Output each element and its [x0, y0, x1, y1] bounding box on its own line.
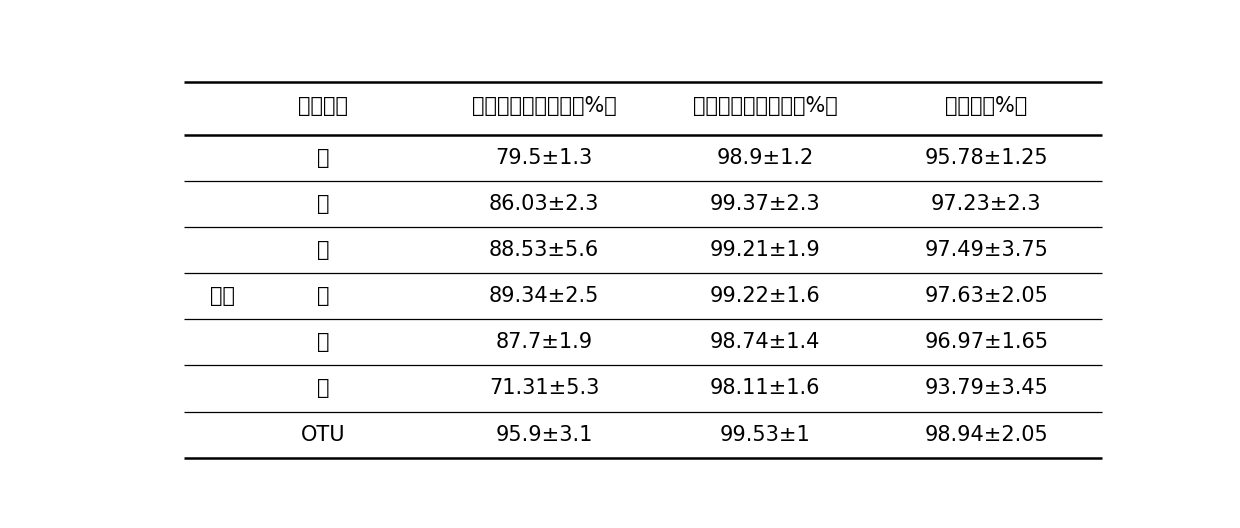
Text: 96.97±1.65: 96.97±1.65 [924, 332, 1048, 352]
Text: 科: 科 [317, 286, 330, 306]
Text: 门: 门 [317, 148, 330, 167]
Text: 95.78±1.25: 95.78±1.25 [925, 148, 1048, 167]
Text: 99.53±1: 99.53±1 [720, 425, 811, 445]
Text: 98.9±1.2: 98.9±1.2 [717, 148, 813, 167]
Text: 97.23±2.3: 97.23±2.3 [931, 194, 1042, 214]
Text: 99.37±2.3: 99.37±2.3 [711, 194, 821, 214]
Text: 98.74±1.4: 98.74±1.4 [711, 332, 821, 352]
Text: 87.7±1.9: 87.7±1.9 [496, 332, 593, 352]
Text: 纲: 纲 [317, 194, 330, 214]
Text: 79.5±1.3: 79.5±1.3 [496, 148, 593, 167]
Text: 71.31±5.3: 71.31±5.3 [489, 379, 599, 399]
Text: 目: 目 [317, 240, 330, 260]
Text: 97.63±2.05: 97.63±2.05 [924, 286, 1048, 306]
Text: 98.94±2.05: 98.94±2.05 [924, 425, 1048, 445]
Text: 种: 种 [317, 379, 330, 399]
Text: 89.34±2.5: 89.34±2.5 [489, 286, 599, 306]
Text: 93.79±3.45: 93.79±3.45 [924, 379, 1048, 399]
Text: 97.49±3.75: 97.49±3.75 [924, 240, 1048, 260]
Text: 分类级别: 分类级别 [298, 96, 348, 116]
Text: 健康样本的准确率（%）: 健康样本的准确率（%） [693, 96, 837, 116]
Text: 86.03±2.3: 86.03±2.3 [489, 194, 599, 214]
Text: 95.9±3.1: 95.9±3.1 [496, 425, 593, 445]
Text: OTU: OTU [301, 425, 346, 445]
Text: 总样本（%）: 总样本（%） [945, 96, 1028, 116]
Text: 99.22±1.6: 99.22±1.6 [709, 286, 821, 306]
Text: 88.53±5.6: 88.53±5.6 [489, 240, 599, 260]
Text: 99.21±1.9: 99.21±1.9 [709, 240, 821, 260]
Text: 属: 属 [317, 332, 330, 352]
Text: 疾病样本的准确率（%）: 疾病样本的准确率（%） [472, 96, 616, 116]
Text: 98.11±1.6: 98.11±1.6 [711, 379, 821, 399]
Text: 细菌: 细菌 [210, 286, 234, 306]
